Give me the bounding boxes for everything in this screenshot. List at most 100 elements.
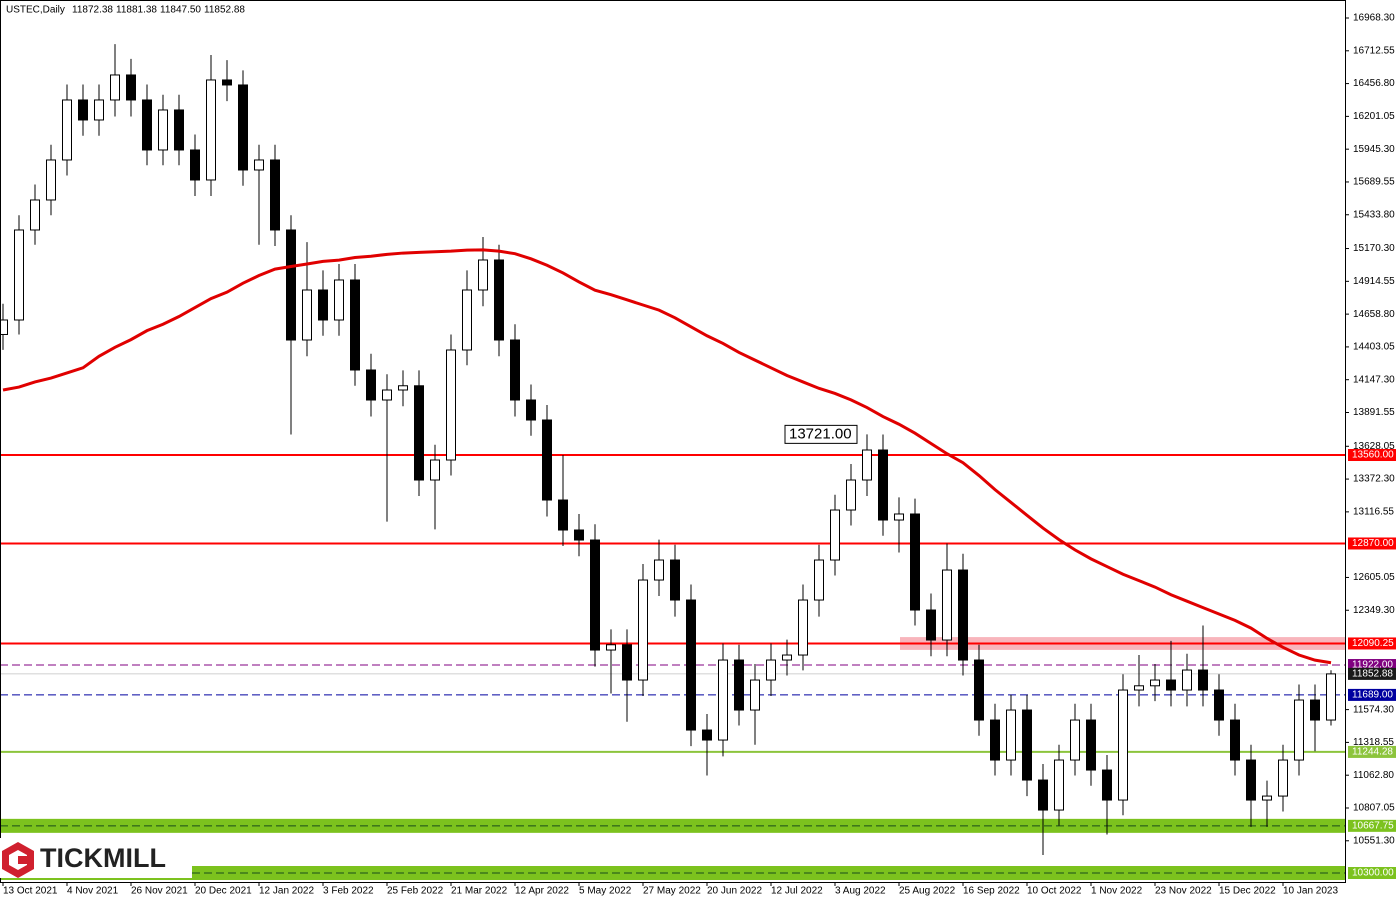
y-tick-label: 13628.05: [1353, 441, 1395, 452]
level-label: 10300.00: [1352, 868, 1394, 879]
candle-body: [334, 279, 344, 321]
quote: 11872.38 11881.38 11847.50 11852.88: [72, 5, 245, 16]
y-tick-label: 16201.05: [1353, 111, 1395, 122]
candle-body: [1150, 679, 1160, 687]
logo-icon-cut: [18, 856, 28, 864]
candle-body: [1070, 719, 1080, 761]
x-tick-label: 3 Aug 2022: [835, 886, 886, 897]
y-tick-label: 13891.55: [1353, 407, 1395, 418]
candle-body: [286, 229, 296, 341]
y-tick-label: 16968.30: [1353, 13, 1395, 24]
candle-body: [542, 419, 552, 501]
candle-body: [734, 659, 744, 711]
level-label: 12090.25: [1352, 638, 1394, 649]
level-label-box: [1348, 866, 1396, 879]
candle-body: [126, 74, 136, 101]
candle-body: [1198, 669, 1208, 691]
candle-body: [30, 199, 40, 231]
candle-body: [446, 349, 456, 461]
candle-body: [254, 159, 264, 171]
candle-body: [574, 529, 584, 541]
candle-body: [1294, 699, 1304, 761]
candle-body: [766, 659, 776, 681]
level-label-box: [1348, 537, 1396, 550]
candle-body: [526, 399, 536, 421]
y-tick-label: 15945.30: [1353, 144, 1395, 155]
x-tick-label: 4 Nov 2021: [67, 886, 119, 897]
candle-body: [206, 79, 216, 181]
candle-body: [606, 644, 616, 651]
y-tick-label: 14914.55: [1353, 276, 1395, 287]
candle-body: [174, 109, 184, 151]
candle-body: [270, 159, 280, 231]
candle-body: [638, 579, 648, 681]
candle-body: [462, 289, 472, 351]
x-tick-label: 20 Jun 2022: [707, 886, 762, 897]
x-tick-label: 10 Oct 2022: [1027, 886, 1082, 897]
x-tick-label: 20 Dec 2021: [195, 886, 252, 897]
candle-body: [366, 369, 376, 401]
candle-body: [926, 609, 936, 641]
candle-body: [1006, 709, 1016, 761]
level-label: 10667.75: [1352, 820, 1394, 831]
candle-body: [1054, 759, 1064, 811]
candle-body: [974, 659, 984, 721]
logo: TICKMILL: [0, 838, 192, 878]
y-tick-label: 15170.30: [1353, 243, 1395, 254]
level-label: 11852.88: [1352, 669, 1393, 680]
y-tick-label: 10807.05: [1353, 803, 1395, 814]
candle-body: [1086, 719, 1096, 771]
candle-body: [1166, 679, 1176, 691]
annotation-label: 13721.00: [789, 425, 852, 442]
x-tick-label: 25 Aug 2022: [899, 886, 956, 897]
candle-body: [238, 84, 248, 171]
candle-body: [158, 109, 168, 151]
candle-body: [862, 449, 872, 481]
y-tick-label: 12349.30: [1353, 605, 1395, 616]
level-label-box: [1348, 449, 1396, 462]
candle-body: [1262, 795, 1272, 801]
candle-body: [478, 259, 488, 291]
y-tick-label: 15689.55: [1353, 177, 1395, 188]
candle-body: [430, 459, 440, 481]
candle-body: [142, 99, 152, 151]
logo-text: TICKMILL: [40, 843, 166, 873]
candle-body: [942, 569, 952, 641]
x-tick-label: 12 Jan 2022: [259, 886, 314, 897]
x-tick-label: 3 Feb 2022: [323, 886, 374, 897]
y-tick-label: 16712.55: [1353, 45, 1395, 56]
candle-body: [750, 679, 760, 711]
candle-body: [1326, 673, 1336, 721]
candle-body: [14, 229, 24, 321]
x-tick-label: 23 Nov 2022: [1155, 886, 1212, 897]
candle-body: [94, 99, 104, 121]
level-label: 11922.00: [1352, 660, 1393, 671]
y-tick-label: 11574.30: [1353, 704, 1394, 715]
candle-body: [414, 385, 424, 481]
candle-body: [302, 289, 312, 341]
y-tick-label: 13116.55: [1353, 507, 1394, 518]
candle-body: [1310, 699, 1320, 721]
quote-value: 11872.38: [72, 5, 113, 16]
candle-body: [1134, 685, 1144, 691]
candle-body: [190, 149, 200, 181]
candle-body: [814, 559, 824, 601]
candle-body: [1118, 689, 1128, 801]
level-label: 13560.00: [1352, 450, 1394, 461]
candle-body: [1102, 769, 1112, 801]
candle-body: [0, 319, 8, 335]
y-tick-label: 11318.55: [1353, 737, 1394, 748]
candle-body: [62, 99, 72, 161]
candle-body: [1230, 719, 1240, 761]
x-tick-label: 5 May 2022: [579, 886, 632, 897]
candle-body: [558, 499, 568, 531]
candle-body: [894, 513, 904, 521]
candle-body: [222, 79, 232, 86]
annotation-box: [784, 424, 858, 444]
x-tick-label: 13 Oct 2021: [3, 886, 58, 897]
moving-average: [2, 248, 1332, 665]
candle-body: [910, 513, 920, 611]
